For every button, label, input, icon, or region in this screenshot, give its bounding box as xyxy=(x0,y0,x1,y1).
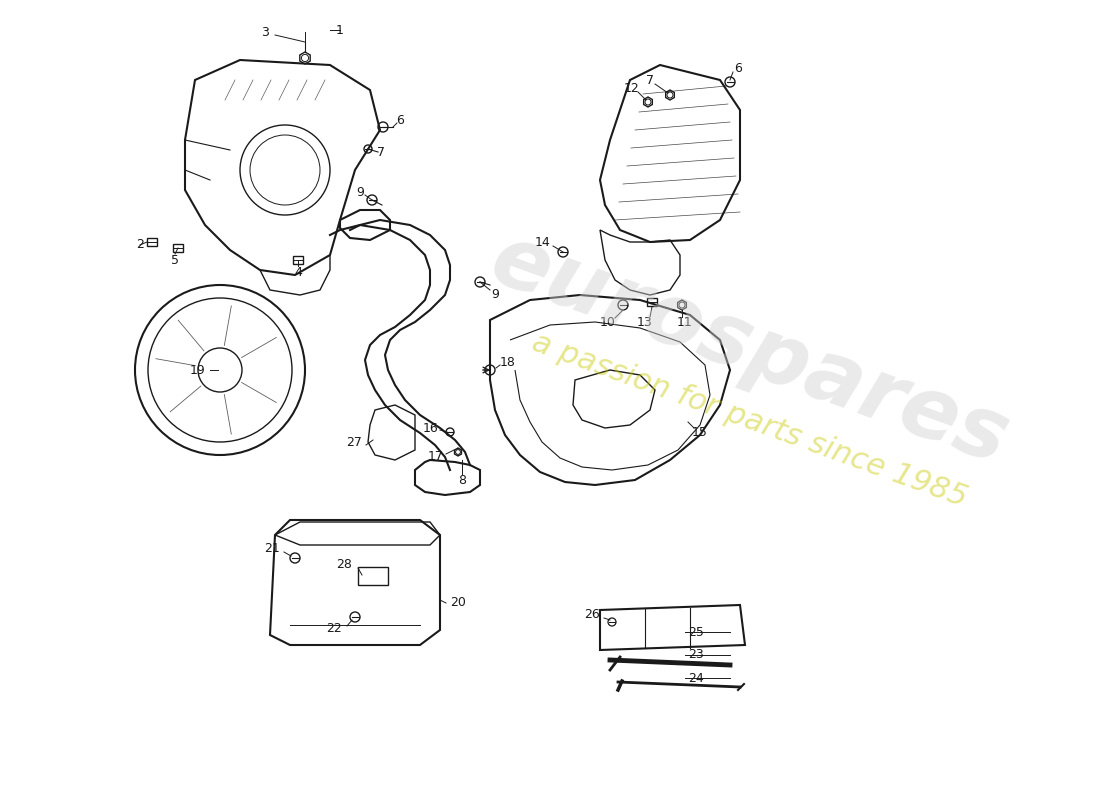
Text: 1: 1 xyxy=(337,23,344,37)
Text: 6: 6 xyxy=(396,114,404,126)
Text: 5: 5 xyxy=(170,254,179,266)
Text: 24: 24 xyxy=(688,671,704,685)
Text: 16: 16 xyxy=(422,422,438,434)
Text: 15: 15 xyxy=(692,426,708,438)
Text: 7: 7 xyxy=(377,146,385,158)
Text: eurospares: eurospares xyxy=(480,218,1020,482)
Bar xyxy=(173,244,183,252)
Text: 11: 11 xyxy=(678,315,693,329)
Text: 23: 23 xyxy=(688,649,704,662)
Bar xyxy=(647,298,657,306)
Text: 9: 9 xyxy=(356,186,364,198)
Text: a passion for parts since 1985: a passion for parts since 1985 xyxy=(528,327,971,513)
Text: 26: 26 xyxy=(584,609,600,622)
Text: 12: 12 xyxy=(624,82,640,94)
Text: 18: 18 xyxy=(500,355,516,369)
Text: 27: 27 xyxy=(346,435,362,449)
Text: 4: 4 xyxy=(294,266,301,278)
Text: 7: 7 xyxy=(646,74,654,86)
Bar xyxy=(147,238,157,246)
Text: 10: 10 xyxy=(601,315,616,329)
Text: 3: 3 xyxy=(261,26,268,38)
Text: 14: 14 xyxy=(535,235,551,249)
Text: 22: 22 xyxy=(327,622,342,634)
Bar xyxy=(293,256,303,264)
Text: 19: 19 xyxy=(189,363,205,377)
Text: 28: 28 xyxy=(337,558,352,571)
Text: 9: 9 xyxy=(491,289,499,302)
Text: 2: 2 xyxy=(136,238,144,251)
Text: 20: 20 xyxy=(450,597,466,610)
Text: 21: 21 xyxy=(264,542,280,554)
Text: 8: 8 xyxy=(458,474,466,486)
Text: 25: 25 xyxy=(688,626,704,638)
Bar xyxy=(358,567,388,585)
Text: 13: 13 xyxy=(637,315,653,329)
Text: 6: 6 xyxy=(734,62,741,74)
Text: 17: 17 xyxy=(428,450,444,462)
